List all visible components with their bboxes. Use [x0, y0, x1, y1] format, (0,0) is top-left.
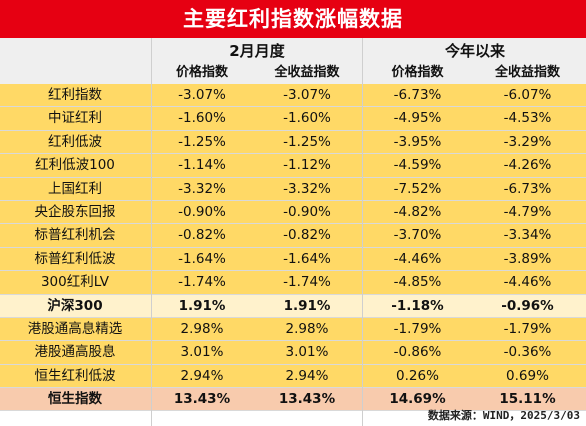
- value-cell: -3.07%: [178, 87, 226, 103]
- value-cell: -3.34%: [503, 227, 552, 244]
- index-name: 红利低波: [48, 133, 102, 150]
- value-cell: -4.59%: [393, 157, 442, 174]
- index-name: 恒生红利低波: [34, 367, 116, 384]
- value-cell: -1.74%: [283, 274, 331, 291]
- table-row: 标普红利低波 -1.64% -1.64% -4.46% -3.89%: [0, 247, 586, 272]
- table-row: 红利指数 -3.07% -3.07% -6.73% -6.07%: [0, 84, 586, 108]
- column-divider: [362, 38, 363, 426]
- value-cell: -1.74%: [178, 274, 226, 291]
- value-cell: -1.12%: [283, 157, 331, 174]
- value-cell: -3.07%: [283, 87, 331, 103]
- table-body: 红利指数 -3.07% -3.07% -6.73% -6.07% 中证红利 -1.60% -1…: [0, 84, 586, 412]
- index-name: 港股通高息精选: [27, 320, 123, 337]
- value-cell: 13.43%: [173, 391, 231, 408]
- value-cell: 14.69%: [389, 391, 446, 408]
- value-cell: -4.95%: [393, 110, 442, 127]
- value-cell: -1.60%: [283, 110, 331, 127]
- group-header-month: 2月月度: [229, 42, 285, 60]
- group-header-ytd: 今年以来: [444, 42, 505, 60]
- value-cell: -1.79%: [393, 320, 442, 337]
- index-name: 标普红利机会: [34, 227, 116, 244]
- value-cell: -3.95%: [393, 133, 442, 150]
- data-source: 数据来源：WIND，2025/3/03: [427, 409, 580, 422]
- value-cell: -4.53%: [503, 110, 552, 127]
- column-header: 全收益指数: [494, 65, 560, 80]
- value-cell: 0.69%: [506, 367, 549, 384]
- value-cell: -4.46%: [393, 250, 442, 267]
- table-row: 恒生红利低波 2.94% 2.94% 0.26% 0.69%: [0, 364, 586, 389]
- table-row: 300红利LV -1.74% -1.74% -4.85% -4.46%: [0, 271, 586, 295]
- value-cell: -0.82%: [283, 227, 331, 244]
- value-cell: -3.89%: [503, 250, 552, 267]
- table-row: 红利低波100 -1.14% -1.12% -4.59% -4.26%: [0, 154, 586, 178]
- value-cell: -0.90%: [178, 203, 226, 220]
- column-header: 价格指数: [391, 65, 444, 80]
- value-cell: -4.85%: [393, 274, 442, 291]
- value-cell: 15.11%: [499, 391, 556, 408]
- value-cell: -3.70%: [393, 227, 442, 244]
- value-cell: -0.90%: [283, 203, 331, 220]
- table-row: 红利低波 -1.25% -1.25% -3.95% -3.29%: [0, 130, 586, 155]
- value-cell: -3.32%: [178, 180, 226, 197]
- table-row: 沪深300 1.91% 1.91% -1.18% -0.96%: [0, 294, 586, 318]
- value-cell: 3.01%: [285, 344, 329, 361]
- index-name: 中证红利: [48, 110, 102, 127]
- value-cell: -7.52%: [393, 180, 442, 197]
- table-row: 港股通高股息 3.01% 3.01% -0.86% -0.36%: [0, 341, 586, 365]
- value-cell: -4.82%: [393, 203, 442, 220]
- index-name: 上国红利: [48, 180, 102, 197]
- value-cell: -0.86%: [393, 344, 442, 361]
- value-cell: 2.94%: [180, 367, 224, 384]
- value-cell: 3.01%: [180, 344, 224, 361]
- value-cell: 1.91%: [283, 297, 331, 314]
- value-cell: -6.73%: [503, 180, 552, 197]
- value-cell: -3.32%: [283, 180, 331, 197]
- value-cell: -1.25%: [178, 133, 226, 150]
- index-name: 红利指数: [48, 87, 102, 103]
- table-row: 恒生指数 13.43% 13.43% 14.69% 15.11%: [0, 388, 586, 412]
- index-name: 红利低波100: [35, 157, 115, 174]
- value-cell: -0.96%: [501, 297, 554, 314]
- index-name: 恒生指数: [48, 391, 102, 408]
- value-cell: -1.25%: [283, 133, 331, 150]
- value-cell: 2.98%: [180, 320, 224, 337]
- value-cell: -0.36%: [503, 344, 552, 361]
- value-cell: -4.26%: [503, 157, 552, 174]
- table-header: 2月月度 今年以来 价格指数 全收益指数 价格指数 全收益指数: [0, 38, 586, 85]
- page-title: 主要红利指数涨幅数据: [0, 0, 586, 38]
- table-row: 中证红利 -1.60% -1.60% -4.95% -4.53%: [0, 107, 586, 131]
- value-cell: 0.26%: [396, 367, 439, 384]
- value-cell: 2.94%: [285, 367, 329, 384]
- value-cell: -6.73%: [393, 87, 442, 103]
- index-name: 央企股东回报: [34, 203, 116, 220]
- column-divider: [151, 38, 152, 426]
- index-name: 沪深300: [47, 297, 103, 314]
- table-row: 央企股东回报 -0.90% -0.90% -4.82% -4.79%: [0, 200, 586, 225]
- value-cell: -1.60%: [178, 110, 226, 127]
- value-cell: -4.79%: [503, 203, 552, 220]
- table-row: 港股通高息精选 2.98% 2.98% -1.79% -1.79%: [0, 317, 586, 342]
- value-cell: -0.82%: [178, 227, 226, 244]
- index-name: 300红利LV: [40, 274, 110, 291]
- table-row: 上国红利 -3.32% -3.32% -7.52% -6.73%: [0, 177, 586, 201]
- value-cell: -6.07%: [503, 87, 552, 103]
- column-header: 全收益指数: [274, 65, 340, 80]
- index-name: 标普红利低波: [34, 250, 116, 267]
- value-cell: 2.98%: [285, 320, 329, 337]
- value-cell: -3.29%: [503, 133, 552, 150]
- value-cell: -1.79%: [503, 320, 552, 337]
- column-header: 价格指数: [175, 65, 228, 80]
- index-name: 港股通高股息: [34, 344, 116, 361]
- value-cell: -4.46%: [503, 274, 552, 291]
- value-cell: -1.18%: [391, 297, 444, 314]
- table-row: 标普红利机会 -0.82% -0.82% -3.70% -3.34%: [0, 224, 586, 248]
- value-cell: 1.91%: [178, 297, 226, 314]
- value-cell: -1.64%: [283, 250, 331, 267]
- value-cell: -1.64%: [178, 250, 226, 267]
- value-cell: 13.43%: [278, 391, 336, 408]
- value-cell: -1.14%: [178, 157, 226, 174]
